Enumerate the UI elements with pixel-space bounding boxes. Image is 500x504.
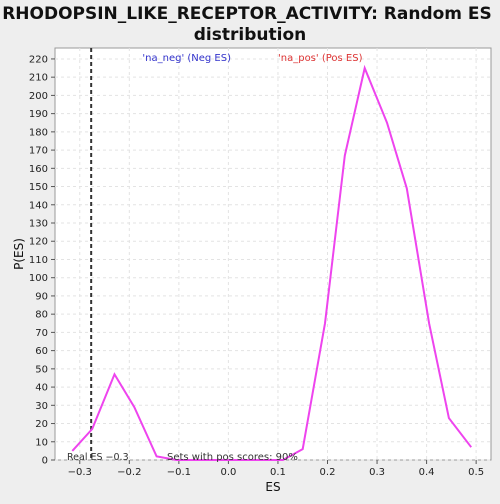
pos-scores-annotation: Sets with pos scores: 90% <box>167 452 298 463</box>
y-tick-label: 150 <box>29 182 48 193</box>
y-tick-label: 160 <box>29 164 48 175</box>
series-layer <box>71 48 472 461</box>
x-tick-label: 0.1 <box>270 467 286 478</box>
y-tick-label: 20 <box>35 419 48 430</box>
plot-area <box>54 47 492 461</box>
grid-layer <box>55 48 491 461</box>
y-tick-label: 140 <box>29 200 48 211</box>
x-tick-label: 0.4 <box>419 467 435 478</box>
es-distribution-line <box>71 64 472 461</box>
real-es-label: Real ES −0.3 <box>67 452 129 463</box>
y-tick-label: 130 <box>29 219 48 230</box>
x-tick-label: −0.1 <box>167 467 191 478</box>
legend-item-neg: 'na_neg' (Neg ES) <box>142 53 231 64</box>
y-axis-label: P(ES) <box>12 238 26 270</box>
y-tick-label: 170 <box>29 146 48 157</box>
x-tick-label: 0.5 <box>468 467 484 478</box>
y-tick-label: 10 <box>35 437 48 448</box>
y-tick-label: 40 <box>35 383 48 394</box>
y-tick-label: 80 <box>35 310 48 321</box>
chart-title-line-1: RHODOPSIN_LIKE_RECEPTOR_ACTIVITY: Random… <box>2 4 492 24</box>
y-tick-label: 200 <box>29 91 48 102</box>
x-tick-label: 0.2 <box>320 467 336 478</box>
y-tick-label: 0 <box>42 456 48 467</box>
y-tick-label: 60 <box>35 346 48 357</box>
y-tick-label: 210 <box>29 73 48 84</box>
y-tick-label: 180 <box>29 127 48 138</box>
x-tick-label: 0.0 <box>220 467 236 478</box>
y-tick-label: 120 <box>29 237 48 248</box>
y-tick-label: 100 <box>29 273 48 284</box>
y-tick-label: 50 <box>35 364 48 375</box>
y-tick-label: 30 <box>35 401 48 412</box>
legend-item-pos: 'na_pos' (Pos ES) <box>278 53 363 64</box>
legend: 'na_neg' (Neg ES) 'na_pos' (Pos ES) <box>142 53 362 64</box>
y-tick-label: 110 <box>29 255 48 266</box>
x-axis-label: ES <box>265 480 280 494</box>
y-tick-label: 70 <box>35 328 48 339</box>
y-tick-label: 220 <box>29 54 48 65</box>
y-tick-label: 90 <box>35 291 48 302</box>
y-tick-label: 190 <box>29 109 48 120</box>
x-tick-label: 0.3 <box>369 467 385 478</box>
chart-title-line-2: distribution <box>194 25 306 45</box>
x-tick-label: −0.2 <box>117 467 141 478</box>
tick-layer: 0 10 20 30 40 50 60 70 80 90 100 110 120 130 140 150 160… <box>29 54 484 478</box>
x-tick-label: −0.3 <box>68 467 92 478</box>
